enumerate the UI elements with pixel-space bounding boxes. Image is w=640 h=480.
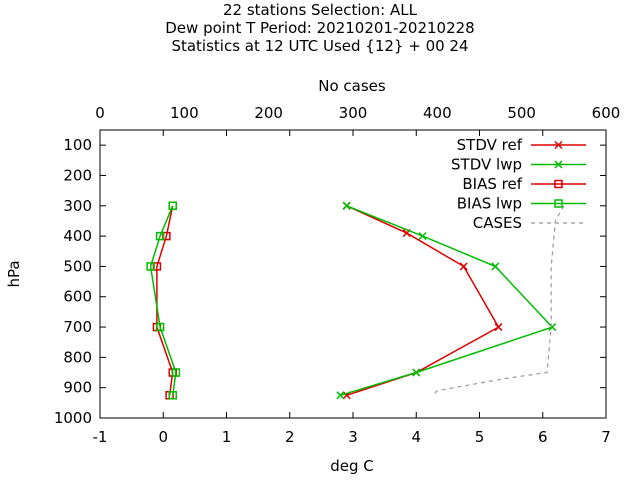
y-tick-label: 500 <box>63 257 92 275</box>
x2-tick-label: 100 <box>170 104 199 122</box>
data-point <box>155 322 165 332</box>
legend-marker <box>554 199 563 208</box>
data-point <box>342 201 351 210</box>
legend-label: BIAS lwp <box>457 195 522 213</box>
y-axis-label: hPa <box>5 260 23 287</box>
x-tick-label: 6 <box>538 428 548 446</box>
x2-axis-label: No cases <box>318 77 386 95</box>
y-tick-label: 1000 <box>54 409 92 427</box>
data-point <box>548 323 557 332</box>
legend-marker <box>554 140 563 150</box>
data-point <box>418 232 427 241</box>
x2-tick-label: 600 <box>592 104 621 122</box>
x-tick-label: 7 <box>601 428 611 446</box>
y-tick-label: 100 <box>63 136 92 154</box>
x-tick-label: -1 <box>93 428 108 446</box>
series-line-stdv-ref <box>346 205 500 397</box>
y-tick-label: 400 <box>63 227 92 245</box>
y-tick-label: 800 <box>63 348 92 366</box>
legend-label: BIAS ref <box>462 175 522 193</box>
x2-tick-label: 400 <box>423 104 452 122</box>
legend-marker <box>554 179 563 189</box>
chart-title-line-1: 22 stations Selection: ALL <box>223 1 417 19</box>
x-tick-label: 3 <box>348 428 358 446</box>
data-point <box>336 391 345 400</box>
data-point <box>168 201 177 211</box>
legend-label: CASES <box>473 214 522 232</box>
x-tick-label: 5 <box>475 428 485 446</box>
chart-title-line-2: Dew point T Period: 20210201-20210228 <box>165 19 475 37</box>
y-tick-label: 300 <box>63 197 92 215</box>
data-point <box>155 231 165 241</box>
y-tick-label: 200 <box>63 166 92 184</box>
x-axis-label: deg C <box>330 457 374 475</box>
data-point <box>494 323 503 332</box>
legend-label: STDV ref <box>457 136 523 154</box>
data-point <box>459 262 468 271</box>
data-point <box>146 262 155 271</box>
x2-tick-label: 200 <box>254 104 283 122</box>
y-tick-label: 600 <box>63 288 92 306</box>
y-tick-label: 700 <box>63 318 92 336</box>
x-tick-label: 0 <box>158 428 168 446</box>
legend-marker <box>554 160 563 169</box>
series-line-stdv-lwp <box>340 205 554 397</box>
x-tick-label: 2 <box>285 428 295 446</box>
data-point <box>168 391 177 400</box>
x-tick-label: 1 <box>222 428 232 446</box>
x2-tick-label: 300 <box>339 104 368 122</box>
x2-tick-label: 0 <box>95 104 105 122</box>
data-point <box>491 262 500 271</box>
legend-label: STDV lwp <box>451 156 522 174</box>
x-tick-label: 4 <box>411 428 421 446</box>
y-tick-label: 900 <box>63 379 92 397</box>
data-point <box>171 368 181 377</box>
series-line-cases <box>432 205 565 396</box>
chart-title-line-3: Statistics at 12 UTC Used {12} + 00 24 <box>171 37 469 55</box>
x2-tick-label: 500 <box>507 104 536 122</box>
data-point <box>412 368 421 377</box>
